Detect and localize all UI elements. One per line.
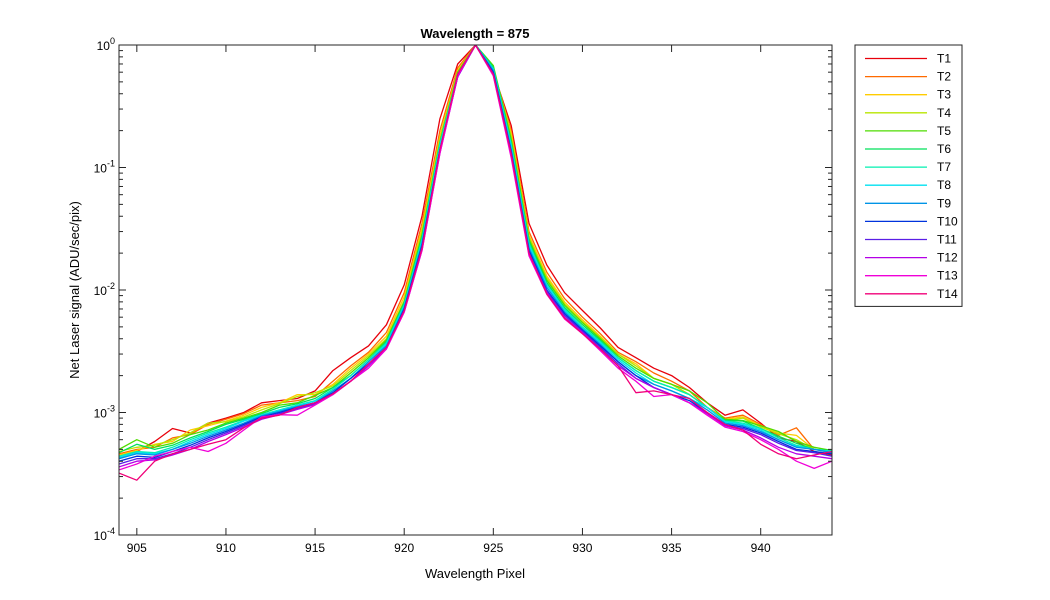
x-tick-label: 930 [572,541,592,555]
y-axis-label: Net Laser signal (ADU/sec/pix) [67,201,82,379]
legend-label: T4 [937,106,951,120]
y-tick-label: 10-4 [94,526,115,543]
plot-area [119,45,832,535]
y-tick-label: 10-3 [94,404,115,421]
y-tick-label: 100 [97,36,115,53]
y-tick-label: 10-1 [94,159,115,176]
legend-label: T13 [937,269,958,283]
legend-entry: T2 [865,70,951,84]
series-line-t12 [119,45,832,468]
legend-label: T2 [937,70,951,84]
series-line-t1 [119,45,832,460]
legend-entry: T12 [865,251,958,265]
x-tick-label: 915 [305,541,325,555]
legend: T1 T2 T3 T4 T5 T6 T7 T8 T9 T10 T11 T12 T13 T14 [854,44,963,307]
legend-entry: T3 [865,88,951,102]
legend-label: T12 [937,251,958,265]
legend-entry: T10 [865,214,958,228]
legend-label: T7 [937,160,951,174]
chart-title: Wavelength = 875 [421,26,530,41]
legend-label: T3 [937,88,951,102]
legend-label: T11 [937,233,957,247]
series-line-t9 [119,45,832,460]
legend-entry: T11 [865,233,957,247]
legend-label: T5 [937,124,951,138]
legend-entry: T5 [865,124,951,138]
legend-entry: T6 [865,142,951,156]
legend-label: T9 [937,196,951,210]
x-tick-label: 940 [751,541,771,555]
y-tick-label: 10-2 [94,281,115,298]
legend-entry: T7 [865,160,951,174]
legend-label: T1 [937,52,951,66]
legend-entry: T1 [865,52,951,66]
legend-box [854,44,963,307]
series-line-t14 [119,45,832,481]
legend-entry: T8 [865,178,951,192]
x-tick-label: 935 [662,541,682,555]
x-tick-label: 925 [483,541,503,555]
x-tick-label: 905 [127,541,147,555]
x-tick-label: 910 [216,541,236,555]
legend-label: T6 [937,142,951,156]
ticks-layer: 905 910 915 920 925 930 935 940 10-4 10-3 10-2 10-1… [94,36,832,555]
legend-entry: T14 [865,287,958,301]
series-line-t13 [119,45,832,471]
legend-entry: T13 [865,269,958,283]
series-layer [119,45,832,481]
x-axis-label: Wavelength Pixel [425,566,525,581]
legend-entry: T4 [865,106,951,120]
legend-label: T8 [937,178,951,192]
legend-label: T14 [937,287,958,301]
legend-entry: T9 [865,196,951,210]
series-line-t8 [119,45,832,459]
series-line-t5 [119,45,832,452]
x-tick-label: 920 [394,541,414,555]
legend-label: T10 [937,214,958,228]
